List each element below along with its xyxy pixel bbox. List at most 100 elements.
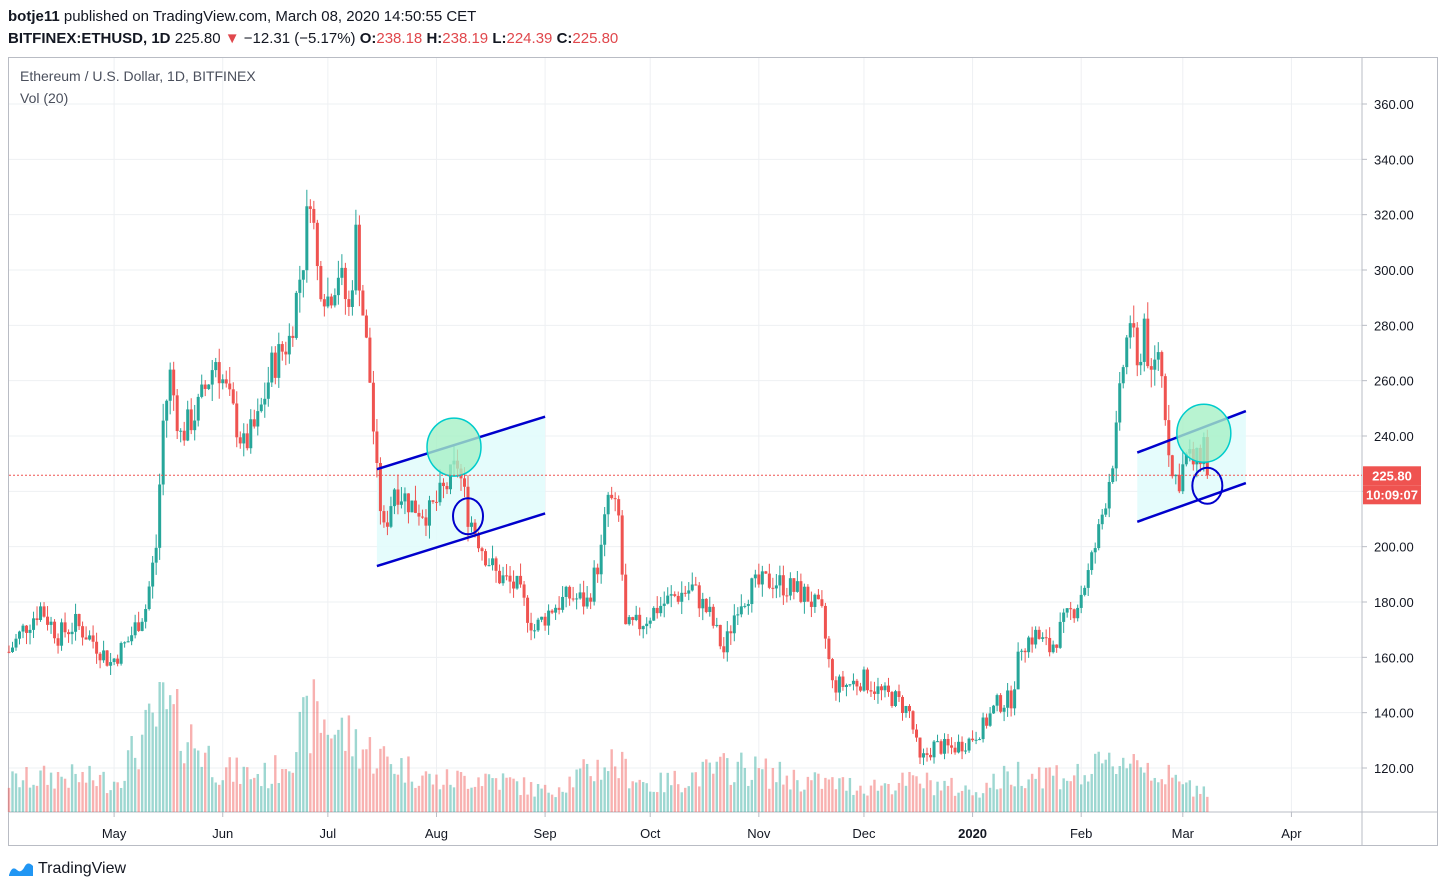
volume-bar: [960, 790, 964, 812]
candle-body: [1160, 352, 1164, 377]
volume-bar: [915, 776, 918, 812]
candle-body: [130, 635, 134, 642]
candle-body: [753, 574, 757, 579]
candle-body: [235, 403, 239, 438]
candle-body: [613, 498, 617, 500]
volume-bar: [354, 729, 358, 812]
candle-body: [893, 691, 897, 706]
x-tick-label: Sep: [534, 826, 557, 841]
volume-bar: [25, 767, 28, 812]
candle-body: [1128, 323, 1132, 338]
candle-body: [112, 658, 116, 663]
candle-body: [554, 607, 558, 613]
candle-body: [638, 614, 642, 630]
volume-bar: [1174, 774, 1177, 812]
volume-bar: [785, 775, 789, 812]
volume-bar: [365, 749, 368, 812]
candle-body: [18, 631, 22, 639]
candle-body: [434, 501, 438, 503]
channel-line-lower: [1136, 481, 1247, 523]
volume-bar: [1027, 779, 1030, 812]
author-name[interactable]: botje11: [8, 8, 60, 25]
candle-body: [1177, 474, 1181, 492]
candle-body: [578, 592, 582, 599]
candle-body: [466, 486, 470, 527]
volume-bar: [894, 790, 897, 812]
candle-body: [641, 626, 645, 630]
candle-body: [879, 686, 883, 691]
volume-bar: [28, 787, 32, 812]
volume-bar: [60, 776, 63, 812]
volume-bar: [736, 761, 740, 812]
volume-bar: [925, 772, 929, 812]
candle-body: [603, 514, 607, 545]
chart-legend-title: Ethereum / U.S. Dollar, 1D, BITFINEX: [20, 68, 256, 84]
volume-bar: [400, 758, 403, 812]
volume-bar: [890, 794, 894, 812]
volume-bar: [1013, 786, 1016, 812]
volume-bar: [95, 786, 98, 812]
chart-frame[interactable]: [8, 57, 1438, 846]
volume-bar: [130, 736, 133, 812]
candle-body: [368, 337, 372, 383]
publish-line: botje11 published on TradingView.com, Ma…: [8, 8, 476, 25]
brand-footer[interactable]: TradingView: [8, 860, 126, 878]
volume-bar: [543, 784, 547, 812]
candle-body: [519, 575, 523, 585]
volume-bar: [1206, 796, 1209, 812]
volume-bar: [207, 745, 210, 812]
volume-bar: [67, 787, 70, 812]
candle-body: [515, 575, 519, 589]
candle-body: [116, 658, 120, 664]
volume-bar: [197, 750, 200, 812]
volume-bar: [592, 781, 596, 812]
volume-bar: [1034, 778, 1037, 812]
volume-bar: [102, 771, 105, 812]
open-value: 238.18: [376, 30, 423, 47]
volume-bar: [1076, 763, 1079, 812]
volume-bar: [1048, 767, 1051, 812]
candle-body: [88, 635, 92, 640]
volume-bar: [302, 697, 305, 812]
candle-body: [869, 690, 873, 692]
volume-bar: [98, 774, 102, 812]
volume-bar: [1020, 785, 1023, 812]
candle-body: [522, 584, 526, 598]
candle-body: [392, 489, 396, 507]
volume-bar: [862, 793, 866, 812]
volume-bar: [253, 777, 256, 812]
candle-body: [932, 741, 936, 758]
candle-body: [967, 738, 971, 751]
candle-body: [606, 494, 610, 515]
volume-bar: [1157, 782, 1160, 812]
volume-bar: [568, 776, 571, 812]
candle-body: [343, 267, 347, 300]
volume-bar: [428, 773, 431, 812]
support-circle: [452, 497, 485, 536]
candle-body: [669, 594, 673, 596]
volume-bar: [70, 764, 74, 812]
volume-bar: [831, 777, 834, 812]
volume-bar: [119, 787, 123, 812]
candle-body: [144, 609, 148, 622]
candle-body: [634, 614, 638, 621]
volume-bar: [312, 679, 316, 812]
volume-bar: [957, 792, 960, 812]
volume-bar: [249, 779, 252, 812]
volume-bar: [649, 791, 652, 812]
volume-bar: [1129, 763, 1132, 812]
candle-body: [242, 433, 246, 444]
candle-body: [690, 584, 694, 591]
volume-bar: [165, 709, 168, 812]
y-tick-label: 180.00: [1374, 595, 1414, 610]
volume-bar: [498, 789, 501, 812]
candle-body: [722, 646, 726, 653]
candle-body: [259, 404, 263, 412]
candle-body: [645, 623, 649, 627]
candle-body: [413, 500, 417, 513]
volume-bar: [1181, 784, 1185, 812]
volume-bar: [235, 757, 238, 812]
volume-bar: [522, 777, 526, 812]
volume-bar: [810, 780, 813, 812]
